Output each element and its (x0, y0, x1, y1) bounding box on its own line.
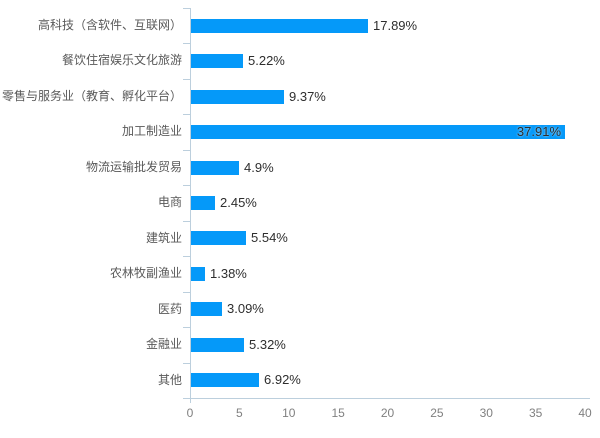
value-label: 2.45% (220, 195, 257, 210)
y-axis-tick (183, 327, 190, 328)
value-label: 5.32% (249, 337, 286, 352)
x-axis-tick-label: 5 (236, 406, 243, 420)
x-axis-tick-label: 20 (380, 406, 395, 420)
y-axis-tick (183, 150, 190, 151)
y-axis-tick (183, 398, 190, 399)
bar (191, 161, 239, 175)
bar (191, 267, 205, 281)
x-axis-tick-label: 15 (331, 406, 345, 420)
value-label: 5.54% (251, 230, 288, 245)
bar (191, 373, 259, 387)
x-axis-tick-label: 0 (186, 406, 194, 420)
value-label: 3.09% (227, 301, 264, 316)
bar (191, 302, 222, 316)
x-axis-line (183, 398, 590, 399)
bar (191, 125, 565, 139)
category-label: 其他 (157, 372, 182, 387)
category-label: 医药 (157, 301, 182, 316)
value-label: 5.22% (248, 53, 285, 68)
y-axis-tick (183, 221, 190, 222)
category-label: 电商 (157, 195, 182, 210)
y-axis-tick (183, 185, 190, 186)
value-label: 6.92% (264, 372, 301, 387)
bar (191, 231, 246, 245)
category-label: 农林牧副渔业 (109, 266, 182, 281)
category-label: 建筑业 (145, 230, 182, 245)
bar (191, 90, 284, 104)
category-label: 高科技（含软件、互联网） (37, 18, 182, 32)
x-axis-tick-label: 25 (430, 406, 444, 420)
bar (191, 19, 368, 33)
bar (191, 196, 215, 210)
y-axis-tick (183, 292, 190, 293)
value-label: 37.91% (516, 124, 561, 139)
x-axis-tick-label: 30 (479, 406, 493, 420)
y-axis-tick (183, 114, 190, 115)
value-label: 4.9% (244, 160, 274, 175)
x-axis-tick-label: 10 (282, 406, 296, 420)
bar (191, 338, 244, 352)
y-axis-line (190, 8, 191, 403)
y-axis-tick (183, 256, 190, 257)
y-axis-tick (183, 43, 190, 44)
y-axis-tick (183, 8, 190, 9)
x-axis-tick-label: 35 (528, 406, 543, 420)
value-label: 17.89% (373, 18, 418, 33)
category-label: 金融业 (145, 337, 182, 352)
value-label: 9.37% (289, 89, 326, 104)
category-label: 餐饮住宿娱乐文化旅游 (61, 53, 182, 68)
category-label: 物流运输批发贸易 (85, 159, 182, 174)
y-axis-tick (183, 79, 190, 80)
x-axis-tick-label: 40 (578, 406, 592, 420)
category-label: 零售与服务业（教育、孵化平台） (1, 88, 182, 103)
value-label: 1.38% (210, 266, 247, 281)
category-label: 加工制造业 (121, 124, 182, 139)
y-axis-tick (183, 363, 190, 364)
bar (191, 54, 243, 68)
